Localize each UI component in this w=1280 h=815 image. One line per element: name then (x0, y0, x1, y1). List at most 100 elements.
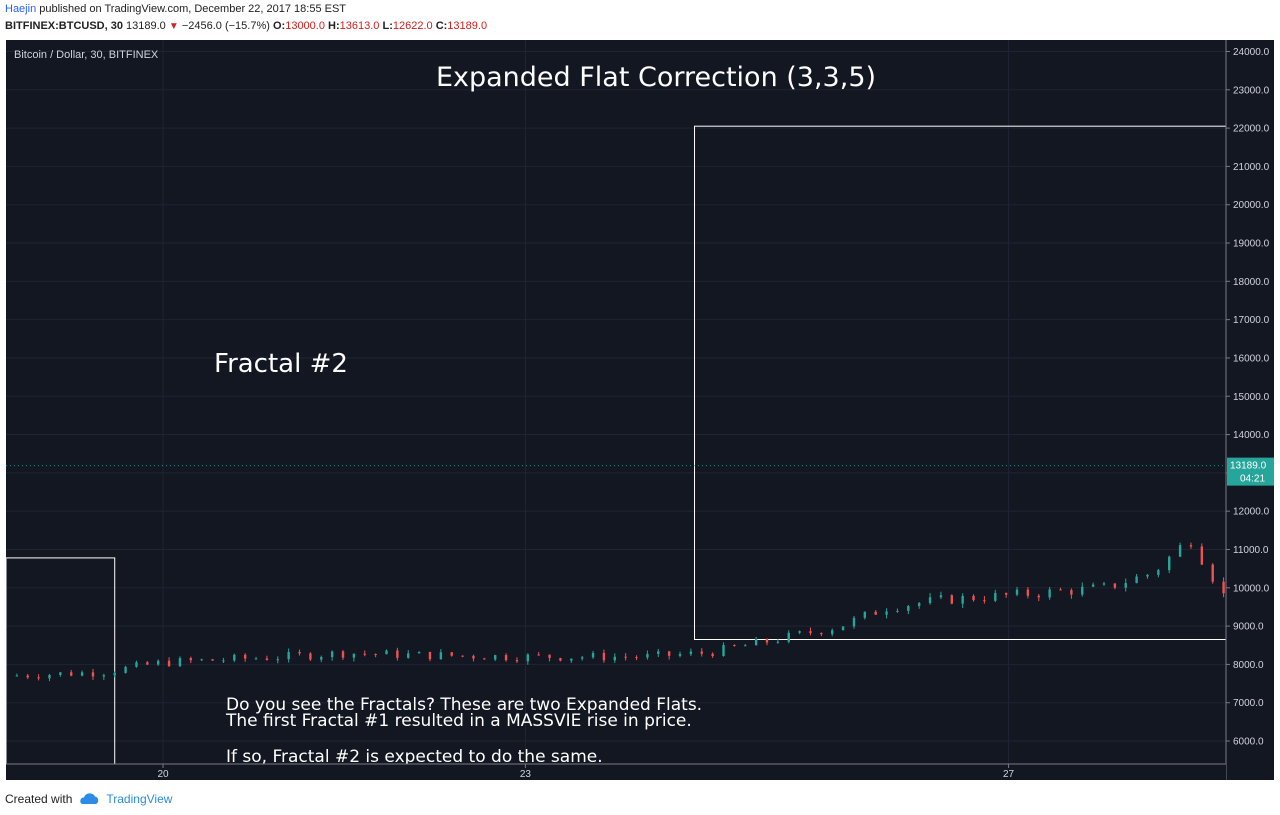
candle-body (450, 652, 453, 656)
candle-body (352, 653, 356, 658)
candle-body (798, 631, 801, 633)
instrument-label: Bitcoin / Dollar, 30, BITFINEX (14, 49, 159, 61)
candle-body (863, 611, 867, 618)
tradingview-cloud-icon (80, 793, 99, 804)
candle-body (1102, 583, 1106, 585)
candle-body (504, 655, 508, 661)
candle-body (657, 651, 660, 654)
candle-body (233, 654, 236, 661)
candle-body (135, 662, 138, 667)
candle-body (983, 600, 986, 602)
high-label: H: (328, 20, 340, 32)
price-chart[interactable]: (B)(A)(C)A(A)(B)B(C)iiiiiiivvC Bitcoin /… (6, 40, 1274, 780)
candle-body (613, 656, 616, 661)
candle-body (559, 658, 562, 661)
candle-body (1037, 595, 1040, 598)
candle-body (1189, 545, 1193, 547)
candle-body (548, 654, 551, 659)
y-tick-label: 14000.0 (1233, 430, 1270, 441)
candle-body (570, 658, 573, 661)
author-link[interactable]: Haejin (5, 3, 37, 15)
y-tick-label: 8000.0 (1233, 660, 1264, 671)
candle-body (330, 651, 334, 658)
candle-body (385, 650, 388, 655)
last-price: 13189.0 (126, 20, 166, 32)
chart-background (6, 40, 1274, 780)
candle-body (1113, 583, 1117, 588)
candle-body (37, 677, 40, 679)
candle-body (939, 595, 943, 598)
created-with-label: Created with (5, 792, 73, 806)
candle-body (91, 672, 95, 677)
low-label: L: (382, 20, 393, 32)
candle-body (722, 644, 725, 657)
x-tick-label: 20 (157, 769, 169, 780)
last-price-text: 13189.0 (1230, 461, 1267, 472)
ohlc-line: BITFINEX:BTCUSD, 30 13189.0 ▼ −2456.0 (−… (5, 20, 487, 32)
candle-body (994, 593, 997, 601)
price-axis (1226, 40, 1274, 780)
candle-body (591, 652, 595, 658)
candle-body (59, 672, 62, 675)
candle-body (700, 651, 703, 654)
candle-body (1157, 570, 1160, 575)
y-tick-label: 23000.0 (1233, 85, 1270, 96)
candle-body (515, 660, 519, 662)
candle-body (178, 658, 182, 667)
note-line-1: Do you see the Fractals? These are two E… (226, 695, 702, 715)
y-tick-label: 9000.0 (1233, 622, 1264, 633)
price-change: −2456.0 (−15.7%) (181, 20, 270, 32)
candle-body (254, 658, 258, 660)
candle-body (70, 672, 73, 676)
y-tick-label: 12000.0 (1233, 507, 1270, 518)
candle-body (950, 595, 954, 604)
candle-body (765, 638, 769, 643)
candle-body (80, 672, 84, 676)
candle-body (733, 644, 736, 646)
candle-body (494, 655, 497, 660)
candle-body (200, 659, 203, 661)
candle-body (1081, 586, 1084, 595)
candle-body (852, 617, 856, 627)
candle-body (374, 653, 377, 655)
last-price-tag (1227, 457, 1274, 486)
candle-body (124, 666, 127, 673)
candle-body (156, 660, 160, 665)
candle-body (602, 652, 606, 661)
candle-body (776, 641, 780, 643)
countdown-text: 04:21 (1240, 474, 1265, 485)
candle-body (787, 632, 790, 642)
candle-body (537, 654, 540, 656)
open-value: 13000.0 (285, 20, 325, 32)
y-tick-label: 22000.0 (1233, 124, 1270, 135)
candle-body (928, 597, 932, 604)
y-tick-label: 17000.0 (1233, 315, 1270, 326)
candle-body (428, 651, 432, 660)
candle-body (113, 672, 116, 676)
candle-body (1211, 564, 1214, 582)
candle-body (1222, 581, 1225, 594)
candle-body (222, 660, 225, 662)
y-tick-label: 21000.0 (1233, 162, 1270, 173)
candle-body (146, 662, 149, 665)
candle-body (472, 655, 475, 659)
candle-body (526, 654, 530, 662)
candle-body (885, 611, 888, 615)
candle-body (917, 603, 921, 607)
candle-body (341, 651, 345, 658)
candle-body (1135, 576, 1138, 584)
candle-body (26, 675, 29, 678)
candle-body (483, 658, 486, 660)
tradingview-link[interactable]: TradingView (106, 792, 173, 806)
candle-body (15, 675, 19, 677)
y-tick-label: 18000.0 (1233, 277, 1270, 288)
grid-lines (6, 40, 1226, 764)
candle-body (1026, 589, 1030, 596)
footer: Created with TradingView (5, 792, 172, 806)
candle-body (1091, 584, 1095, 587)
candle-body (167, 660, 171, 667)
candle-body (831, 630, 834, 635)
candle-body (646, 653, 649, 658)
candle-body (907, 606, 910, 611)
candle-body (711, 653, 714, 657)
